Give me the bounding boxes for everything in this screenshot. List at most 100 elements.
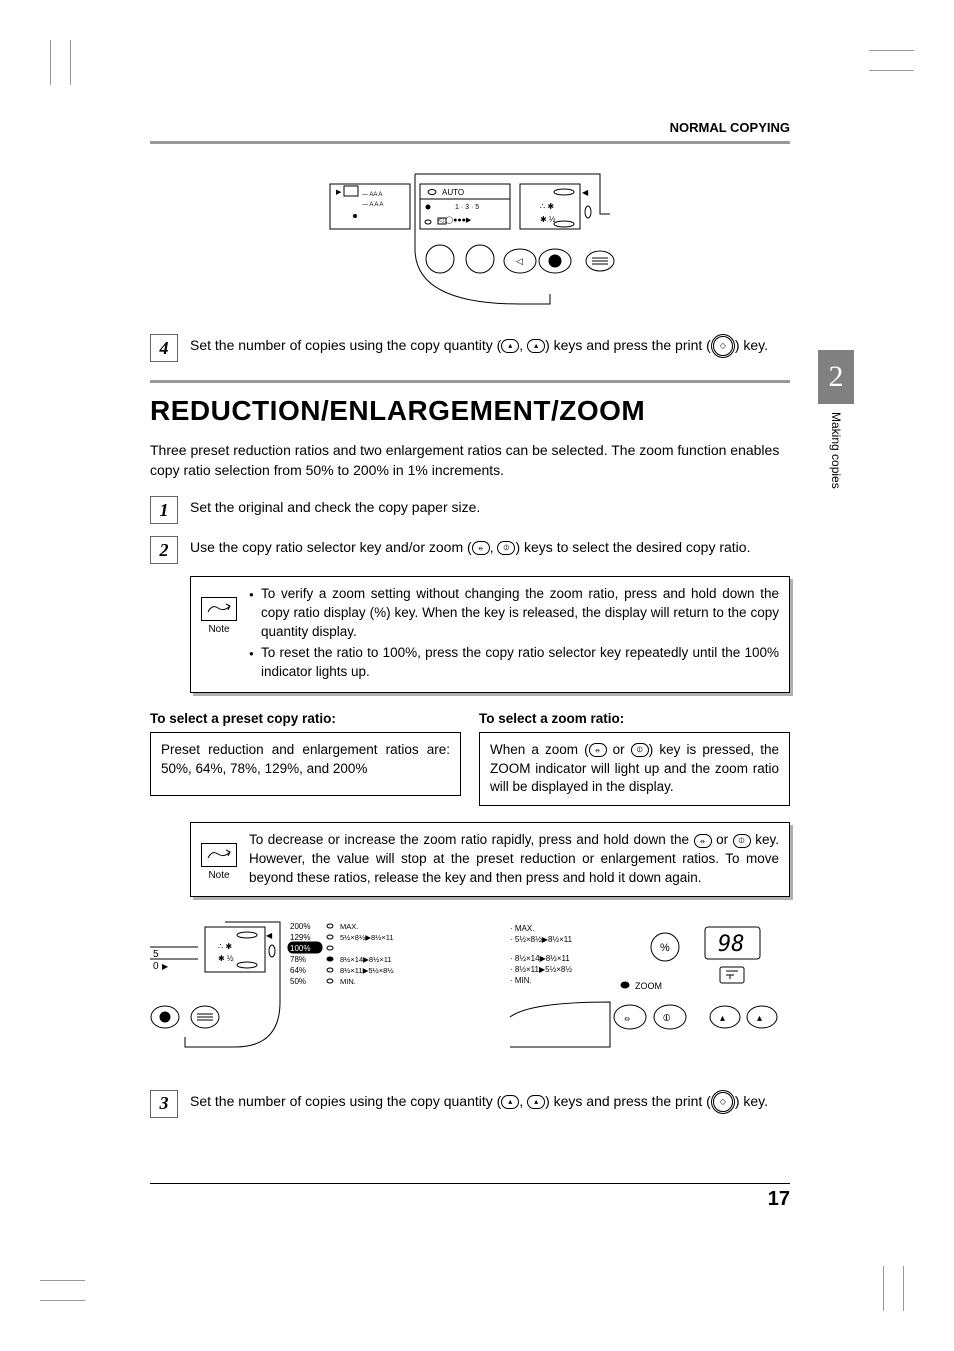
svg-text:MAX.: MAX.	[340, 922, 358, 931]
svg-text:200%: 200%	[290, 922, 310, 931]
preset-column: To select a preset copy ratio: Preset re…	[150, 711, 461, 807]
crop-mark	[869, 70, 914, 71]
chapter-tab: 2 Making copies	[818, 350, 854, 489]
note-icon	[201, 843, 237, 867]
quantity-up-icon: ▴	[527, 1095, 545, 1109]
svg-text:⦵: ⦵	[622, 1013, 631, 1024]
note-bullet: To verify a zoom setting without changin…	[249, 585, 779, 642]
svg-text:— AA A: — AA A	[362, 192, 382, 198]
text-fragment: or	[607, 742, 631, 757]
step-text: Set the number of copies using the copy …	[190, 1090, 790, 1112]
svg-text:▶: ▶	[336, 189, 342, 196]
zoom-up-icon: ⦶	[631, 743, 649, 757]
note-bullets: To verify a zoom setting without changin…	[249, 585, 779, 683]
diagram-row: ◀ ∴ ✱ ✱ ½ 5 0 ▶ 200% MAX. 129% 5½×8½▶8½×11 1…	[150, 917, 790, 1062]
svg-text:· MIN.: · MIN.	[510, 976, 532, 985]
text-fragment: ) keys to select the desired copy ratio.	[515, 539, 750, 555]
crop-mark	[40, 1300, 85, 1301]
page-number: 17	[768, 1188, 790, 1210]
crop-mark	[70, 40, 71, 85]
svg-text:5: 5	[153, 949, 159, 960]
svg-text:98: 98	[718, 932, 745, 957]
svg-text:· 8½×11▶5½×8½: · 8½×11▶5½×8½	[510, 965, 572, 974]
svg-text:8½×11▶5½×8½: 8½×11▶5½×8½	[340, 966, 394, 975]
print-key-icon: ◇	[713, 1092, 733, 1112]
step-number: 3	[150, 1090, 178, 1118]
zoom-down-icon: ⦵	[694, 834, 712, 848]
zoom-heading: To select a zoom ratio:	[479, 711, 790, 726]
text-fragment: When a zoom (	[490, 742, 589, 757]
step-3: 3 Set the number of copies using the cop…	[150, 1090, 790, 1118]
zoom-up-icon: ⦶	[733, 834, 751, 848]
crop-mark	[903, 1266, 904, 1311]
text-fragment: Set the number of copies using the copy …	[190, 337, 501, 353]
quantity-up-icon: ▴	[527, 339, 545, 353]
text-fragment: ) key.	[735, 1093, 768, 1109]
step-text: Set the number of copies using the copy …	[190, 334, 790, 356]
svg-text:· MAX.: · MAX.	[510, 924, 534, 933]
note-box: Note To verify a zoom setting without ch…	[190, 576, 790, 692]
crop-mark	[869, 50, 914, 51]
header-section: NORMAL COPYING	[150, 120, 790, 135]
svg-text:100%: 100%	[290, 944, 310, 953]
svg-text:▴: ▴	[720, 1013, 725, 1024]
preset-diagram: ◀ ∴ ✱ ✱ ½ 5 0 ▶ 200% MAX. 129% 5½×8½▶8½×11 1…	[150, 917, 450, 1062]
note-bullet: To reset the ratio to 100%, press the co…	[249, 644, 779, 682]
crop-mark	[883, 1266, 884, 1311]
svg-text:· 8½×14▶8½×11: · 8½×14▶8½×11	[510, 954, 570, 963]
step-number: 4	[150, 334, 178, 362]
svg-text:∴ ✱: ∴ ✱	[218, 942, 232, 951]
note-box: Note To decrease or increase the zoom ra…	[190, 822, 790, 897]
crop-mark	[50, 40, 51, 85]
header-rule	[150, 141, 790, 144]
zoom-down-icon: ⦵	[589, 743, 607, 757]
svg-text:5½×8½▶8½×11: 5½×8½▶8½×11	[340, 933, 394, 942]
text-fragment: To decrease or increase the zoom ratio r…	[249, 832, 694, 847]
svg-text:%: %	[660, 942, 670, 954]
step-1: 1 Set the original and check the copy pa…	[150, 496, 790, 524]
control-panel-illustration: ▶ — AA A — A A A AUTO 1 · 3 · 5 ◁ ◯●●●▶ …	[320, 164, 620, 314]
step-4: 4 Set the number of copies using the cop…	[150, 334, 790, 362]
zoom-diagram: · MAX. · 5½×8½▶8½×11 · 8½×14▶8½×11 · 8½×11▶…	[490, 917, 790, 1062]
text-fragment: or	[712, 832, 733, 847]
page-footer: 17	[150, 1183, 790, 1211]
preset-body: Preset reduction and enlargement ratios …	[150, 732, 461, 796]
svg-text:0: 0	[153, 961, 159, 972]
preset-heading: To select a preset copy ratio:	[150, 711, 461, 726]
text-fragment: ,	[519, 1093, 527, 1109]
zoom-column: To select a zoom ratio: When a zoom (⦵ o…	[479, 711, 790, 807]
zoom-up-icon: ⦶	[497, 541, 515, 555]
svg-text:50%: 50%	[290, 977, 306, 986]
svg-text:∴ ✱: ∴ ✱	[540, 202, 554, 211]
zoom-body: When a zoom (⦵ or ⦶) key is pressed, the…	[479, 732, 790, 807]
text-fragment: ) keys and press the print (	[545, 1093, 711, 1109]
svg-text:⦶: ⦶	[662, 1013, 670, 1024]
svg-text:— A A A: — A A A	[362, 202, 383, 208]
svg-text:· 5½×8½▶8½×11: · 5½×8½▶8½×11	[510, 935, 573, 944]
note-label: Note	[208, 869, 229, 883]
svg-text:◁: ◁	[516, 256, 523, 266]
svg-text:ZOOM: ZOOM	[635, 981, 662, 991]
chapter-label: Making copies	[829, 412, 843, 489]
svg-text:✱ ½: ✱ ½	[218, 954, 234, 963]
text-fragment: Use the copy ratio selector key and/or z…	[190, 539, 472, 555]
step-text: Set the original and check the copy pape…	[190, 496, 790, 518]
step-2: 2 Use the copy ratio selector key and/or…	[150, 536, 790, 564]
svg-text:78%: 78%	[290, 955, 306, 964]
text-fragment: Set the number of copies using the copy …	[190, 1093, 501, 1109]
svg-text:◀: ◀	[266, 931, 273, 940]
svg-text:▶: ▶	[162, 962, 169, 971]
svg-text:64%: 64%	[290, 966, 306, 975]
quantity-down-icon: ▴	[501, 339, 519, 353]
svg-text:AUTO: AUTO	[442, 188, 464, 197]
text-fragment: ) key.	[735, 337, 768, 353]
svg-text:◀: ◀	[582, 188, 589, 197]
note-icon	[201, 597, 237, 621]
svg-text:129%: 129%	[290, 933, 310, 942]
crop-mark	[40, 1280, 85, 1281]
quantity-down-icon: ▴	[501, 1095, 519, 1109]
note-text: To decrease or increase the zoom ratio r…	[249, 831, 779, 888]
text-fragment: ,	[519, 337, 527, 353]
intro-paragraph: Three preset reduction ratios and two en…	[150, 441, 790, 480]
svg-text:MIN.: MIN.	[340, 977, 356, 986]
